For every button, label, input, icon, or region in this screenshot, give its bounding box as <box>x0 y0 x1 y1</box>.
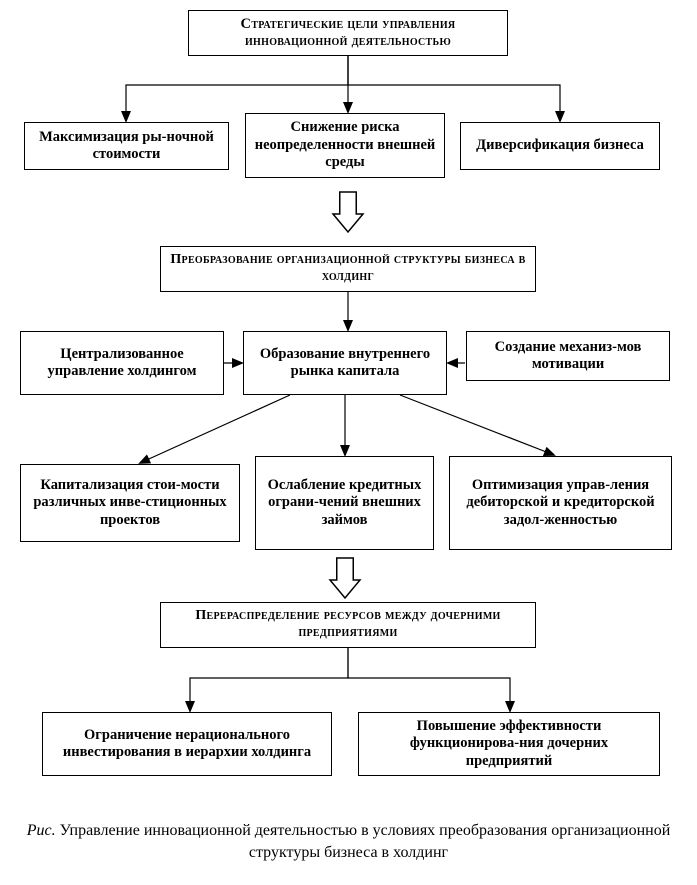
caption-text: Управление инновационной деятельностью в… <box>60 822 671 861</box>
node-limit-irrational: Ограничение нерационального инвестирован… <box>42 712 332 776</box>
node-capitalization: Капитализация стои-мости различных инве-… <box>20 464 240 542</box>
node-motivation: Создание механиз-мов мотивации <box>466 331 670 381</box>
node-strategic-goals: Стратегические цели управления инновацио… <box>188 10 508 56</box>
node-credit-loosen: Ослабление кредитных ограни-чений внешни… <box>255 456 434 550</box>
node-diversification: Диверсификация бизнеса <box>460 122 660 170</box>
caption-prefix: Рис. <box>27 822 56 839</box>
node-increase-efficiency: Повышение эффективности функционирова-ни… <box>358 712 660 776</box>
node-reduce-risk: Снижение риска неопределенности внешней … <box>245 113 445 178</box>
node-internal-capital: Образование внутреннего рынка капитала <box>243 331 447 395</box>
node-centralized-mgmt: Централизованное управление холдингом <box>20 331 224 395</box>
node-receivables-opt: Оптимизация управ-ления дебиторской и кр… <box>449 456 672 550</box>
node-maximize-value: Максимизация ры-ночной стоимости <box>24 122 229 170</box>
figure-caption: Рис. Управление инновационной деятельнос… <box>0 820 697 863</box>
node-redistribute-resources: Перераспределение ресурсов между дочерни… <box>160 602 536 648</box>
node-transform-to-holding: Преобразование организационной структуры… <box>160 246 536 292</box>
